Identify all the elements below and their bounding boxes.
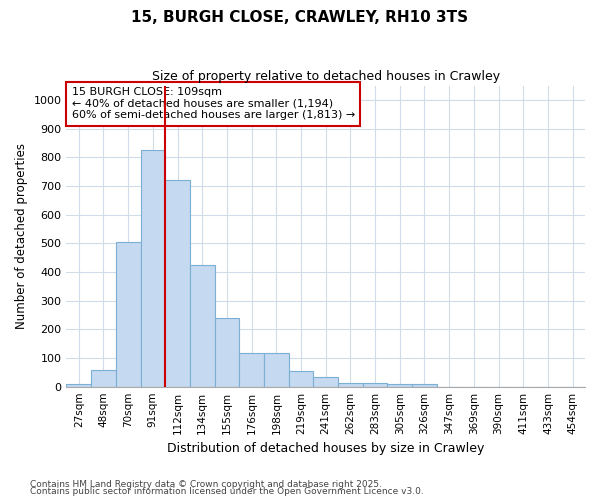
Bar [338, 383, 363, 386]
Text: 15 BURGH CLOSE: 109sqm
← 40% of detached houses are smaller (1,194)
60% of semi-: 15 BURGH CLOSE: 109sqm ← 40% of detached… [71, 87, 355, 120]
Title: Size of property relative to detached houses in Crawley: Size of property relative to detached ho… [152, 70, 500, 83]
Text: Contains HM Land Registry data © Crown copyright and database right 2025.: Contains HM Land Registry data © Crown c… [30, 480, 382, 489]
Bar [116, 242, 140, 386]
Bar [190, 265, 215, 386]
Bar [412, 384, 437, 386]
Bar [91, 370, 116, 386]
Bar [363, 383, 388, 386]
X-axis label: Distribution of detached houses by size in Crawley: Distribution of detached houses by size … [167, 442, 484, 455]
Bar [239, 353, 264, 386]
Bar [289, 371, 313, 386]
Y-axis label: Number of detached properties: Number of detached properties [15, 143, 28, 329]
Text: Contains public sector information licensed under the Open Government Licence v3: Contains public sector information licen… [30, 487, 424, 496]
Bar [215, 318, 239, 386]
Bar [140, 150, 165, 386]
Bar [165, 180, 190, 386]
Bar [264, 353, 289, 386]
Bar [67, 384, 91, 386]
Bar [313, 376, 338, 386]
Text: 15, BURGH CLOSE, CRAWLEY, RH10 3TS: 15, BURGH CLOSE, CRAWLEY, RH10 3TS [131, 10, 469, 25]
Bar [388, 384, 412, 386]
